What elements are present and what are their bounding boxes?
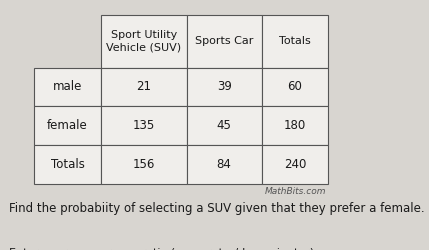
Text: Find the probabiity of selecting a SUV given that they prefer a female.: Find the probabiity of selecting a SUV g… [9,202,424,215]
Text: 84: 84 [217,158,232,171]
Text: MathBits.com: MathBits.com [265,188,326,196]
FancyBboxPatch shape [262,106,328,145]
FancyBboxPatch shape [101,106,187,145]
Text: Sports Car: Sports Car [195,36,254,46]
FancyBboxPatch shape [101,15,187,68]
Text: 60: 60 [287,80,302,93]
FancyBboxPatch shape [262,15,328,68]
FancyBboxPatch shape [262,68,328,106]
FancyBboxPatch shape [187,106,262,145]
FancyBboxPatch shape [34,106,101,145]
Text: Sport Utility
Vehicle (SUV): Sport Utility Vehicle (SUV) [106,30,181,52]
FancyBboxPatch shape [34,68,101,106]
Text: Totals: Totals [51,158,85,171]
Text: 240: 240 [284,158,306,171]
FancyBboxPatch shape [187,68,262,106]
FancyBboxPatch shape [34,145,101,184]
Text: 156: 156 [133,158,155,171]
Text: female: female [47,119,88,132]
Text: 21: 21 [136,80,151,93]
Text: Enter your answer as a ratio (numerator/denominator) =: Enter your answer as a ratio (numerator/… [9,248,326,250]
FancyBboxPatch shape [262,145,328,184]
Text: Totals: Totals [279,36,311,46]
FancyBboxPatch shape [101,68,187,106]
FancyBboxPatch shape [187,145,262,184]
FancyBboxPatch shape [101,145,187,184]
Text: male: male [53,80,82,93]
Text: 45: 45 [217,119,232,132]
Text: 180: 180 [284,119,306,132]
Text: 39: 39 [217,80,232,93]
Text: 135: 135 [133,119,155,132]
FancyBboxPatch shape [187,15,262,68]
